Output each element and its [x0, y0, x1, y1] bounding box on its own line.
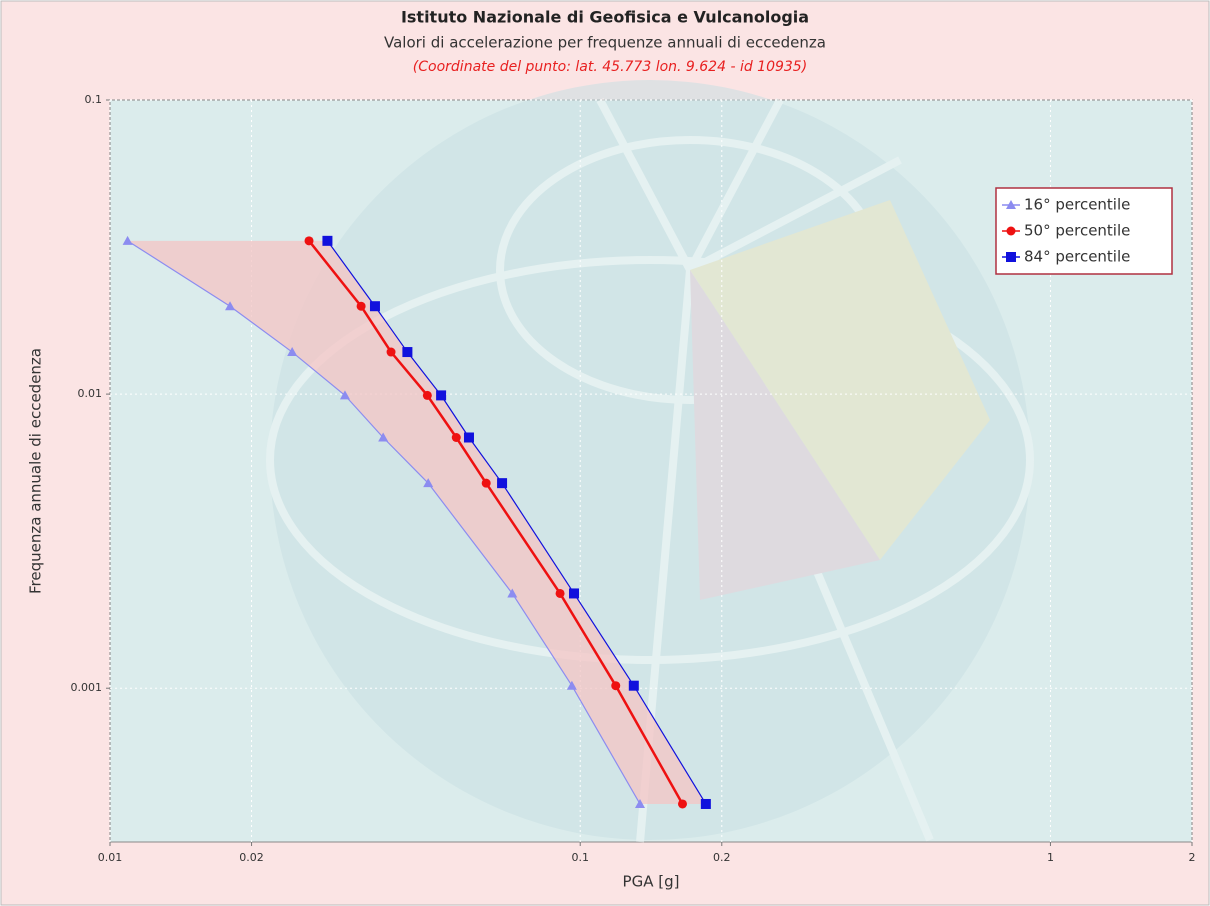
x-tick-label: 0.1	[571, 851, 589, 864]
y-tick-label: 0.001	[71, 681, 103, 694]
square-marker	[402, 347, 412, 357]
chart-title: Istituto Nazionale di Geofisica e Vulcan…	[401, 8, 809, 27]
circle-marker	[357, 302, 366, 311]
square-marker	[497, 478, 507, 488]
y-tick-label: 0.1	[85, 93, 103, 106]
legend-label: 50° percentile	[1024, 222, 1130, 240]
chart-subtitle: Valori di accelerazione per frequenze an…	[384, 34, 826, 52]
square-marker	[701, 799, 711, 809]
legend: 16° percentile 50° percentile 84° percenti…	[996, 188, 1172, 274]
chart-annotation: (Coordinate del punto: lat. 45.773 lon. …	[413, 59, 807, 75]
chart: Istituto Nazionale di Geofisica e Vulcan…	[0, 0, 1210, 906]
square-marker	[370, 301, 380, 311]
square-marker	[629, 681, 639, 691]
x-tick-label: 0.2	[713, 851, 731, 864]
x-tick-label: 2	[1189, 851, 1196, 864]
circle-marker	[556, 589, 565, 598]
square-marker	[322, 236, 332, 246]
x-axis-label: PGA [g]	[623, 873, 680, 891]
circle-marker	[305, 236, 314, 245]
legend-label: 16° percentile	[1024, 196, 1130, 214]
x-tick-label: 1	[1047, 851, 1054, 864]
circle-marker	[387, 348, 396, 357]
x-tick-label: 0.01	[98, 851, 123, 864]
y-tick-label: 0.01	[78, 387, 103, 400]
circle-marker	[1007, 227, 1016, 236]
x-tick-label: 0.02	[239, 851, 264, 864]
circle-marker	[452, 433, 461, 442]
circle-marker	[482, 479, 491, 488]
square-marker	[1006, 252, 1016, 262]
circle-marker	[423, 391, 432, 400]
circle-marker	[678, 799, 687, 808]
square-marker	[436, 390, 446, 400]
y-axis-label: Frequenza annuale di eccedenza	[27, 348, 45, 594]
legend-label: 84° percentile	[1024, 248, 1130, 266]
square-marker	[464, 432, 474, 442]
circle-marker	[611, 681, 620, 690]
square-marker	[569, 588, 579, 598]
